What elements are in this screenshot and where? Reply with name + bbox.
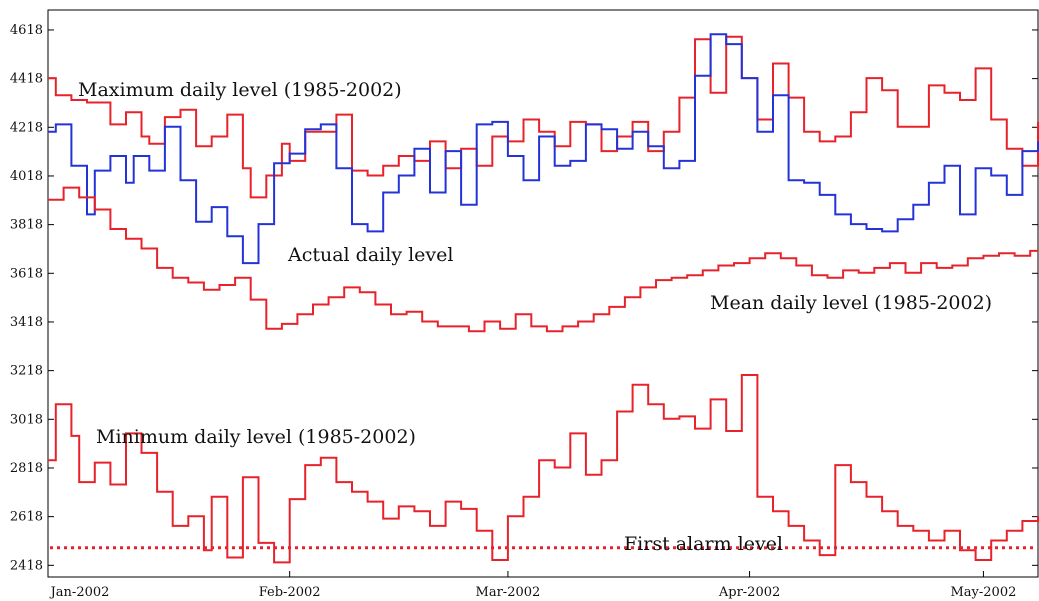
min-level-annotation: Minimum daily level (1985-2002) (96, 426, 416, 448)
y-tick-label: 3618 (10, 266, 43, 281)
y-tick-label: 2418 (10, 558, 43, 573)
y-tick-label: 2618 (10, 510, 43, 525)
max-level-series-line (48, 35, 1039, 199)
min-level-series-line (48, 374, 1039, 564)
y-tick-label: 4218 (10, 120, 43, 135)
x-tick-label: Jan-2002 (49, 585, 110, 600)
y-tick-label: 4618 (10, 23, 43, 38)
x-tick-label: Apr-2002 (718, 585, 780, 600)
max-level-annotation: Maximum daily level (1985-2002) (78, 79, 402, 101)
actual-level-annotation: Actual daily level (287, 244, 453, 266)
actual-level-series-line (48, 33, 1039, 265)
series-layer (48, 33, 1039, 564)
y-tick-label: 3418 (10, 315, 43, 330)
y-tick-label: 2818 (10, 461, 43, 476)
mean-level-series-line (48, 186, 1038, 333)
x-tick-label: Feb-2002 (259, 585, 321, 600)
y-tick-label: 3018 (10, 412, 43, 427)
plot-frame (47, 9, 1039, 578)
y-tick-label: 4018 (10, 169, 43, 184)
y-tick-label: 3218 (10, 364, 43, 379)
x-tick-label: Mar-2002 (476, 585, 541, 600)
y-tick-label: 3818 (10, 218, 43, 233)
y-tick-label: 4418 (10, 72, 43, 87)
x-tick-label: May-2002 (950, 585, 1016, 600)
mean-level-annotation: Mean daily level (1985-2002) (710, 292, 992, 314)
x-axis: Jan-2002 Feb-2002 Mar-2002 Apr-2002 May-2002 (47, 571, 1016, 600)
y-axis: 2418 2618 2818 3018 3218 3418 3618 3818 4018 4218… (10, 23, 1038, 573)
alarm-level-annotation: First alarm level (624, 533, 783, 555)
